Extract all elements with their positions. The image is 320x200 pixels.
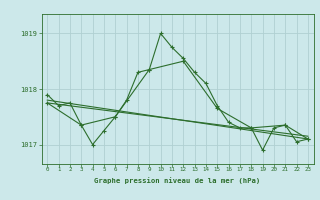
X-axis label: Graphe pression niveau de la mer (hPa): Graphe pression niveau de la mer (hPa) xyxy=(94,177,261,184)
